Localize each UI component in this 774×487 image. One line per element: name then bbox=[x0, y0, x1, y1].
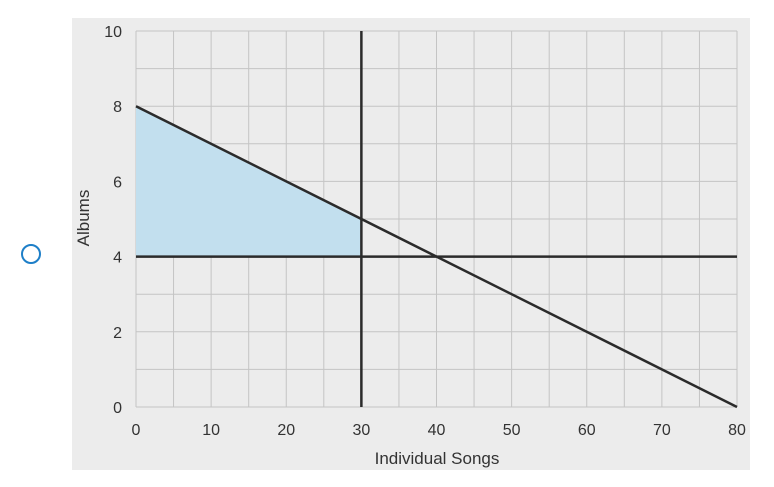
x-tick-label: 70 bbox=[653, 422, 671, 439]
y-tick-label: 10 bbox=[104, 24, 122, 41]
x-tick-label: 0 bbox=[132, 422, 141, 439]
shaded-region-layer bbox=[136, 106, 362, 257]
x-tick-label: 80 bbox=[728, 422, 746, 439]
answer-radio-button[interactable] bbox=[21, 244, 41, 264]
x-tick-label: 10 bbox=[202, 422, 220, 439]
y-tick-label: 6 bbox=[113, 174, 122, 191]
tick-labels: 0 10 20 30 40 50 60 70 80 0 2 4 6 8 10 bbox=[104, 24, 746, 439]
x-tick-label: 60 bbox=[578, 422, 596, 439]
y-tick-label: 4 bbox=[113, 250, 122, 267]
y-axis-label: Albums bbox=[74, 190, 93, 247]
lines-layer bbox=[135, 31, 738, 409]
feasible-region bbox=[136, 106, 362, 257]
x-tick-label: 50 bbox=[503, 422, 521, 439]
y-tick-label: 8 bbox=[113, 99, 122, 116]
y-tick-label: 0 bbox=[113, 400, 122, 417]
y-tick-label: 2 bbox=[113, 325, 122, 342]
x-tick-label: 20 bbox=[277, 422, 295, 439]
x-axis-label: Individual Songs bbox=[375, 449, 500, 468]
x-tick-label: 30 bbox=[352, 422, 370, 439]
x-tick-label: 40 bbox=[428, 422, 446, 439]
